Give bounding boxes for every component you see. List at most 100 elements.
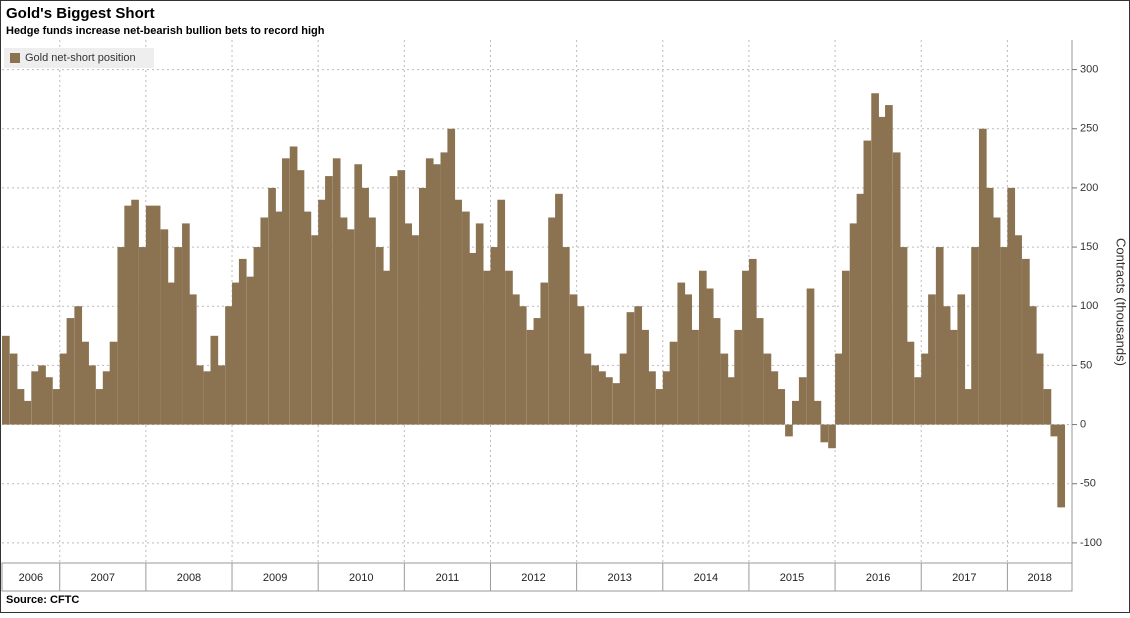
bar xyxy=(921,353,929,425)
bar xyxy=(785,424,793,437)
bar xyxy=(1000,247,1009,425)
source: Source: CFTC xyxy=(6,594,79,606)
bar xyxy=(698,270,707,425)
bar xyxy=(964,389,972,425)
bar xyxy=(619,353,628,425)
bar xyxy=(770,371,779,425)
bar xyxy=(210,335,219,425)
bar xyxy=(268,187,276,425)
x-tick-label: 2018 xyxy=(1027,572,1051,584)
x-tick-label: 2017 xyxy=(952,572,976,584)
x-tick-label: 2006 xyxy=(19,572,43,584)
bar xyxy=(835,353,843,425)
bar xyxy=(813,400,822,425)
bar xyxy=(160,229,169,425)
bar xyxy=(942,306,951,425)
bar xyxy=(871,93,879,425)
y-tick-label: 0 xyxy=(1080,418,1086,430)
x-tick-label: 2007 xyxy=(91,572,115,584)
bar xyxy=(849,223,858,425)
bar xyxy=(325,176,333,425)
x-tick-label: 2008 xyxy=(177,572,201,584)
bar xyxy=(1014,235,1022,425)
y-tick-label: 300 xyxy=(1080,63,1098,75)
bar xyxy=(88,365,96,425)
y-tick-label: 200 xyxy=(1080,182,1098,194)
bar xyxy=(1043,389,1052,425)
bar xyxy=(174,247,182,425)
bar xyxy=(518,306,527,425)
bar xyxy=(145,205,154,425)
bar xyxy=(188,294,197,425)
x-tick-label: 2015 xyxy=(780,572,804,584)
bar xyxy=(389,176,398,425)
bar xyxy=(368,217,376,425)
bar xyxy=(102,371,111,425)
bar xyxy=(296,170,305,425)
bar xyxy=(490,247,499,425)
bar xyxy=(555,193,563,425)
y-tick-label: 50 xyxy=(1080,359,1092,371)
bar xyxy=(533,318,542,425)
bar xyxy=(418,187,427,425)
bar xyxy=(1007,187,1016,425)
bar xyxy=(397,170,406,425)
bar xyxy=(841,270,850,425)
bar xyxy=(281,158,290,425)
bar xyxy=(878,116,886,425)
bar xyxy=(928,294,936,425)
bar xyxy=(23,400,32,425)
bar xyxy=(949,329,958,425)
bar xyxy=(217,365,226,425)
x-tick-label: 2016 xyxy=(866,572,890,584)
y-tick-label: -100 xyxy=(1080,537,1102,549)
bar xyxy=(914,377,923,425)
bar xyxy=(440,152,449,425)
y-tick-label: -50 xyxy=(1080,478,1096,490)
bar xyxy=(131,199,139,425)
x-tick-label: 2013 xyxy=(607,572,631,584)
bar xyxy=(332,158,341,425)
bar xyxy=(569,294,578,425)
bar xyxy=(885,105,893,425)
y-tick-label: 250 xyxy=(1080,123,1098,135)
bar xyxy=(935,247,944,425)
bar xyxy=(598,371,606,425)
bar xyxy=(2,335,10,425)
bar xyxy=(892,152,901,425)
bar xyxy=(454,199,462,425)
bar xyxy=(899,247,908,425)
bar xyxy=(540,282,549,425)
bar xyxy=(856,193,865,425)
bar xyxy=(655,389,664,425)
bar xyxy=(260,217,269,425)
bar xyxy=(497,199,506,425)
bar xyxy=(81,341,89,425)
bar xyxy=(117,247,126,425)
y-tick-label: 150 xyxy=(1080,241,1098,253)
bar xyxy=(1022,258,1030,425)
bar xyxy=(182,223,190,425)
bar xyxy=(763,353,772,425)
legend-label: Gold net-short position xyxy=(25,52,136,64)
bar xyxy=(1028,306,1037,425)
bar xyxy=(971,247,979,425)
bar xyxy=(246,276,255,425)
bar xyxy=(755,318,764,425)
bar xyxy=(66,318,75,425)
bar xyxy=(806,288,815,425)
bar xyxy=(95,389,104,425)
bar xyxy=(957,294,966,425)
bar xyxy=(641,329,649,425)
legend-box xyxy=(4,48,154,68)
bar xyxy=(45,377,53,425)
chart-title: Gold's Biggest Short xyxy=(6,5,155,22)
bar xyxy=(561,247,570,425)
x-axis-band xyxy=(1,562,1073,592)
bar xyxy=(777,389,786,425)
bar xyxy=(669,341,678,425)
bar xyxy=(691,329,699,425)
x-tick-label: 2014 xyxy=(694,572,718,584)
bar xyxy=(16,389,25,425)
bar xyxy=(253,247,262,425)
